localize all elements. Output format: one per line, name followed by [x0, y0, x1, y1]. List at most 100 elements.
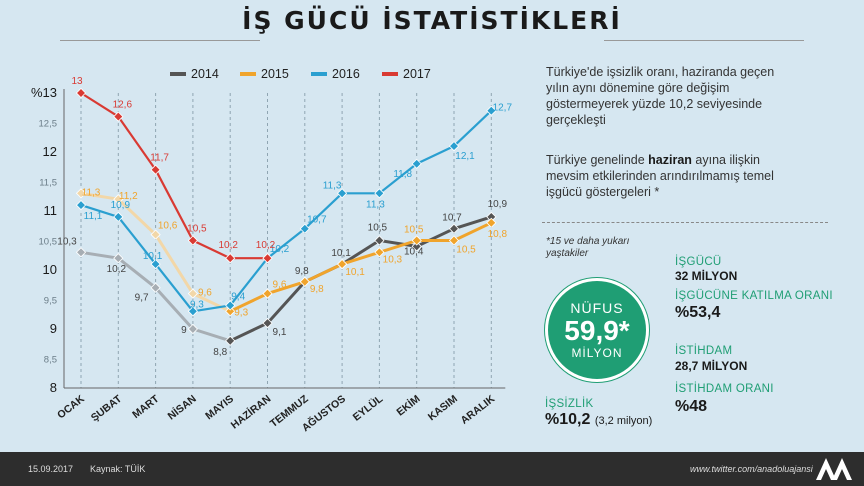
series-2016-point — [448, 141, 460, 152]
series-2015-data-label: 9,3 — [234, 307, 248, 318]
x-tick-label: EKİM — [394, 392, 423, 419]
summary-paragraph: Türkiye'de işsizlik oranı, haziranda geç… — [546, 65, 775, 127]
labor-force-value: 32 MİLYON — [675, 269, 738, 283]
series-2015-segment — [116, 197, 158, 237]
series-2014-data-label: 9,8 — [295, 266, 309, 277]
series-2015-point — [75, 188, 87, 199]
y-tick-label: 8 — [50, 380, 57, 395]
legend-swatch — [382, 72, 398, 76]
series-2015-point — [225, 306, 236, 317]
series-2015-data-label: 10,5 — [404, 225, 424, 236]
labor-force-label: İŞGÜCÜ — [675, 256, 722, 268]
series-2016-data-label: 12,1 — [455, 151, 475, 162]
population-value: 59,9* — [564, 315, 630, 346]
series-2016-data-label: 11,3 — [366, 199, 385, 210]
series-2016-data-label: 11,3 — [323, 180, 342, 191]
anadolu-agency-logo — [816, 458, 852, 480]
series-2015-data-label: 11,2 — [119, 191, 138, 202]
series-2017-data-label: 11,7 — [150, 153, 169, 164]
series-2015-point — [411, 235, 422, 246]
series-2015-data-label: 9,6 — [273, 280, 287, 291]
series-2015-segment — [452, 221, 493, 242]
series-2015-segment — [79, 191, 120, 201]
series-2016-data-label: 11,8 — [393, 169, 412, 180]
x-tick-label: OCAK — [55, 393, 87, 422]
series-2015-segment — [228, 292, 269, 313]
x-tick-label: HAZİRAN — [228, 392, 273, 431]
series-2014-point — [411, 241, 422, 252]
x-tick-label: KASIM — [426, 393, 460, 423]
y-tick-label: 12,5 — [39, 119, 58, 130]
population-unit: MİLYON — [571, 346, 623, 360]
indicators-paragraph: Türkiye genelinde haziran ayına ilişkin … — [546, 153, 774, 199]
series-2015-point — [187, 288, 198, 299]
series-2015-data-label: 9,8 — [310, 284, 324, 295]
series-2014-point — [187, 323, 198, 335]
series-2016-data-label: 9,3 — [190, 299, 204, 310]
series-2014-segment — [415, 227, 456, 248]
footer-url: www.twitter.com/anadoluajansi — [690, 464, 813, 474]
series-2016-data-label: 9,4 — [231, 291, 245, 302]
x-tick-label: MART — [130, 393, 162, 421]
series-2015-segment — [377, 239, 419, 254]
series-2017-point — [187, 235, 198, 246]
series-2016-data-label: 12,7 — [493, 103, 513, 114]
series-2016-data-label: 11,1 — [84, 211, 103, 222]
series-2017-point — [225, 253, 236, 264]
series-2017-point — [262, 253, 273, 264]
series-2015-data-label: 10,1 — [345, 267, 365, 278]
series-2014-data-label: 8,8 — [213, 347, 227, 358]
series-2017-data-label: 10,2 — [256, 240, 276, 251]
x-tick-label: EYLÜL — [350, 392, 386, 424]
y-tick-label: 9,5 — [44, 296, 57, 307]
series-2014-data-label: 10,4 — [404, 246, 424, 257]
series-2014-segment — [228, 321, 269, 343]
title-rule-right — [604, 40, 804, 41]
series-2016-point — [75, 200, 87, 211]
y-tick-label: 10,5 — [39, 237, 58, 248]
legend-label: 2016 — [332, 67, 360, 81]
series-2016-line — [80, 109, 493, 313]
y-tick-label: 10 — [43, 262, 57, 277]
participation-value: %53,4 — [675, 304, 721, 321]
series-2015-point — [374, 247, 385, 258]
y-tick-label: 12 — [43, 144, 57, 159]
series-2015-segment — [266, 280, 307, 296]
series-2017-point — [113, 111, 124, 122]
x-tick-label: ARALIK — [458, 393, 497, 427]
series-2016-data-label: 10,1 — [143, 251, 163, 262]
series-2015-segment — [154, 233, 195, 296]
series-2016-point — [411, 158, 422, 169]
series-2015-segment — [340, 250, 381, 266]
y-tick-label: 8,5 — [44, 355, 57, 366]
series-2014-point — [262, 318, 273, 329]
series-2016-point — [374, 188, 385, 199]
series-2015-point — [150, 229, 161, 240]
series-2015-point — [337, 259, 348, 270]
legend-swatch — [240, 72, 256, 76]
series-2014-point — [75, 247, 87, 258]
page-title: İŞ GÜCÜ İSTATİSTİKLERİ — [242, 6, 622, 35]
series-2017-point — [150, 164, 161, 175]
legend-label: 2017 — [403, 67, 431, 81]
legend-swatch — [311, 72, 327, 76]
series-2016-point — [113, 211, 124, 222]
series-2015-data-label: 9,6 — [198, 288, 212, 299]
series-2014-point — [225, 335, 236, 346]
series-2017-data-label: 13 — [71, 76, 83, 87]
series-2017-point — [75, 87, 87, 99]
series-2016-point — [187, 306, 198, 317]
series-2017-data-label: 10,5 — [187, 224, 207, 235]
series-2014-segment — [116, 256, 158, 290]
footer-source: Kaynak: TÜİK — [90, 464, 146, 474]
series-2014-data-label: 10,5 — [368, 223, 388, 234]
series-2014-data-label: 9,1 — [273, 327, 287, 338]
series-2014-segment — [266, 280, 307, 325]
series-2014-data-label: 10,9 — [488, 199, 508, 210]
series-2016-point — [150, 259, 161, 270]
employment-rate-value: %48 — [675, 398, 708, 415]
series-2016-data-label: 10,9 — [111, 200, 131, 211]
series-2017-data-label: 12,6 — [113, 100, 133, 111]
x-tick-label: MAYIS — [203, 393, 236, 422]
